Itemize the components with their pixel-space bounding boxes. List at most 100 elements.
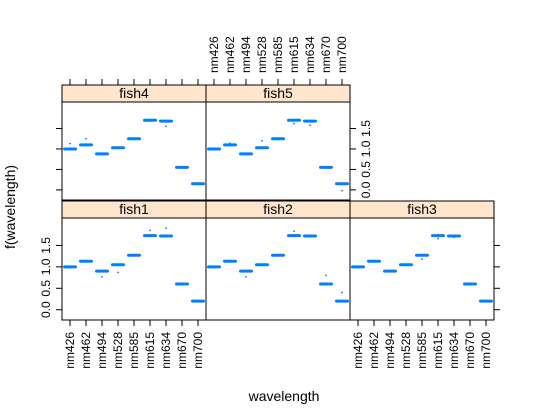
box-fish1-nm634 xyxy=(159,234,173,238)
box-fish1-nm494 xyxy=(95,269,109,273)
strip-label-fish2: fish2 xyxy=(263,201,293,217)
box-fish2-nm462 xyxy=(223,259,237,263)
y-tick-label-bottom-3: 1.5 xyxy=(39,237,53,254)
x-tick-label-top-1-nm585: nm585 xyxy=(271,36,285,73)
box-fish4-nm426 xyxy=(63,147,77,151)
outlier-fish2-nm615 xyxy=(293,230,295,233)
x-tick-label-bottom-0-nm426: nm426 xyxy=(63,332,77,369)
outlier-fish5-nm615 xyxy=(293,122,295,125)
strip-label-fish4: fish4 xyxy=(119,85,149,101)
panel-frame-fish2 xyxy=(205,217,351,321)
y-axis-title: f(wavelength) xyxy=(2,165,18,249)
outlier-fish5-nm700 xyxy=(341,189,343,192)
box-fish5-nm494 xyxy=(239,152,253,156)
x-tick-label-top-1-nm528: nm528 xyxy=(255,36,269,73)
x-tick-label-bottom-0-nm494: nm494 xyxy=(95,332,109,369)
outlier-fish2-nm670 xyxy=(325,274,327,277)
box-fish3-nm494 xyxy=(383,269,397,273)
box-fish1-nm462 xyxy=(79,259,93,263)
box-fish2-nm634 xyxy=(303,234,317,238)
x-tick-label-bottom-2-nm494: nm494 xyxy=(383,332,397,369)
panels-layer: fish4 fish5 fish1 fish2 fish3 xyxy=(61,84,495,321)
outlier-fish4-nm462 xyxy=(85,137,87,140)
box-fish3-nm700 xyxy=(479,299,493,303)
outlier-fish2-nm700 xyxy=(341,291,343,294)
box-fish1-nm528 xyxy=(111,263,125,267)
box-fish3-nm462 xyxy=(367,259,381,263)
box-fish3-nm615 xyxy=(431,234,445,238)
outlier-fish4-nm634 xyxy=(165,125,167,128)
box-fish5-nm670 xyxy=(319,165,333,169)
x-tick-label-top-1-nm700: nm700 xyxy=(335,36,349,73)
box-fish4-nm528 xyxy=(111,146,125,150)
panel-fish5: fish5 xyxy=(205,84,351,201)
x-tick-label-top-1-nm615: nm615 xyxy=(287,36,301,73)
panel-fish4: fish4 xyxy=(61,84,207,201)
strip-label-fish5: fish5 xyxy=(263,85,293,101)
x-tick-label-bottom-2-nm670: nm670 xyxy=(463,332,477,369)
box-fish4-nm585 xyxy=(127,137,141,141)
outlier-fish1-nm634 xyxy=(165,227,167,230)
outlier-fish5-nm462 xyxy=(229,142,231,145)
y-tick-label-bottom-1: 0.5 xyxy=(39,280,53,297)
box-fish1-nm670 xyxy=(175,282,189,286)
x-tick-label-bottom-0-nm670: nm670 xyxy=(175,332,189,369)
x-tick-label-bottom-2-nm585: nm585 xyxy=(415,332,429,369)
y-tick-label-right-3: 1.5 xyxy=(359,120,373,137)
box-fish4-nm615 xyxy=(143,118,157,122)
box-fish3-nm670 xyxy=(463,282,477,286)
x-tick-label-bottom-2-nm462: nm462 xyxy=(367,332,381,369)
outlier-fish3-nm585 xyxy=(421,258,423,261)
box-fish2-nm615 xyxy=(287,234,301,238)
box-fish1-nm615 xyxy=(143,234,157,238)
box-fish5-nm615 xyxy=(287,118,301,122)
box-fish2-nm585 xyxy=(271,253,285,257)
box-fish4-nm462 xyxy=(79,143,93,147)
outlier-fish4-nm426 xyxy=(69,142,71,145)
box-fish2-nm494 xyxy=(239,269,253,273)
x-tick-label-top-1-nm494: nm494 xyxy=(239,36,253,73)
outlier-fish2-nm494 xyxy=(245,275,247,278)
box-fish2-nm670 xyxy=(319,282,333,286)
x-tick-label-bottom-2-nm426: nm426 xyxy=(351,332,365,369)
y-tick-label-bottom-2: 1.0 xyxy=(39,258,53,275)
panel-frame-fish4 xyxy=(61,101,207,201)
box-fish5-nm462 xyxy=(223,143,237,147)
box-fish1-nm585 xyxy=(127,253,141,257)
x-tick-label-bottom-2-nm634: nm634 xyxy=(447,332,461,369)
box-fish3-nm528 xyxy=(399,263,413,267)
outlier-fish3-nm615 xyxy=(437,237,439,240)
panel-fish3: fish3 xyxy=(349,200,495,321)
panel-fish1: fish1 xyxy=(61,200,207,321)
box-fish1-nm700 xyxy=(191,299,205,303)
panel-fish2: fish2 xyxy=(205,200,351,321)
box-fish5-nm634 xyxy=(303,119,317,123)
box-fish4-nm494 xyxy=(95,152,109,156)
y-tick-label-right-1: 0.5 xyxy=(359,161,373,178)
x-tick-label-bottom-0-nm615: nm615 xyxy=(143,332,157,369)
outlier-fish5-nm634 xyxy=(309,124,311,127)
x-tick-label-bottom-2-nm615: nm615 xyxy=(431,332,445,369)
outlier-fish1-nm528 xyxy=(117,271,119,274)
x-tick-label-bottom-0-nm700: nm700 xyxy=(191,332,205,369)
panel-frame-fish3 xyxy=(349,217,495,321)
box-fish4-nm670 xyxy=(175,165,189,169)
y-tick-label-right-2: 1.0 xyxy=(359,140,373,157)
outlier-fish3-nm634 xyxy=(453,236,455,239)
x-tick-label-bottom-0-nm634: nm634 xyxy=(159,332,173,369)
box-fish2-nm700 xyxy=(335,299,349,303)
strip-label-fish3: fish3 xyxy=(407,201,437,217)
box-fish4-nm700 xyxy=(191,182,205,186)
x-tick-label-bottom-2-nm700: nm700 xyxy=(479,332,493,369)
outlier-fish5-nm528 xyxy=(261,139,263,142)
panel-frame-fish1 xyxy=(61,217,207,321)
box-fish1-nm426 xyxy=(63,265,77,269)
box-fish4-nm634 xyxy=(159,119,173,123)
x-tick-label-top-1-nm462: nm462 xyxy=(223,36,237,73)
box-fish5-nm528 xyxy=(255,146,269,150)
y-tick-label-bottom-0: 0.0 xyxy=(39,301,53,318)
panel-frame-fish5 xyxy=(205,101,351,201)
box-fish3-nm634 xyxy=(447,234,461,238)
